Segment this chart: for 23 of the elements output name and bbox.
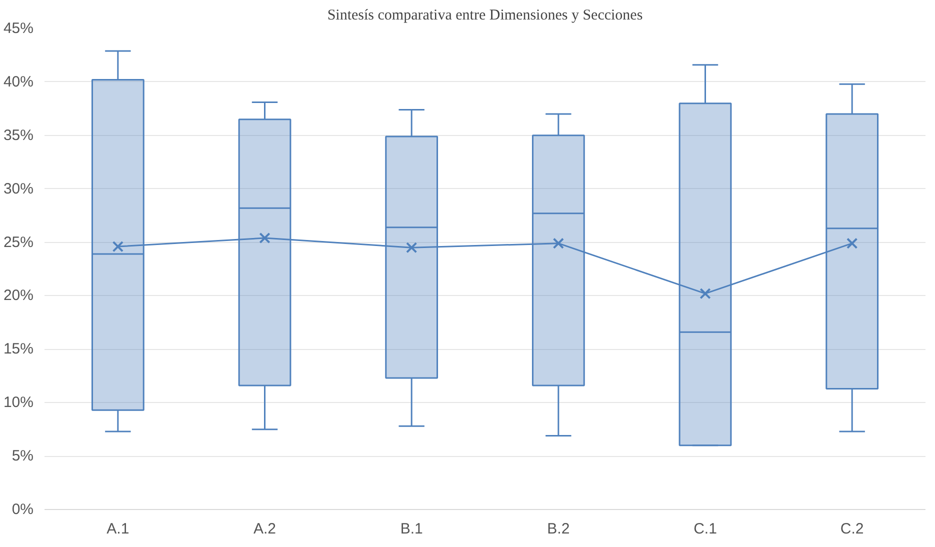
y-tick-label: 20% [3,287,34,304]
point [406,242,418,254]
chart-title: Sintesís comparativa entre Dimensiones y Secciones [327,8,643,24]
y-tick-label: 0% [12,501,34,518]
x-tick-label: B.1 [400,520,423,538]
point [259,232,270,244]
y-tick-label: 40% [3,73,34,90]
y-tick-label: 25% [3,234,34,251]
x-tick-label: C.2 [840,520,864,538]
point [552,238,564,249]
y-tick-label: 5% [12,448,34,465]
x-tick-label: C.1 [694,520,717,538]
point [700,288,711,300]
x-tick-label: A.2 [253,520,276,538]
y-tick-label: 10% [3,394,34,412]
y-tick-label: 35% [3,126,34,144]
y-tick-label: 15% [3,340,34,358]
point [112,240,124,252]
x-tick-label: A.1 [106,520,130,538]
y-tick-label: 30% [3,180,34,198]
y-tick-label: 45% [3,20,34,37]
x-tick-label: B.2 [547,520,570,538]
point [846,238,858,249]
